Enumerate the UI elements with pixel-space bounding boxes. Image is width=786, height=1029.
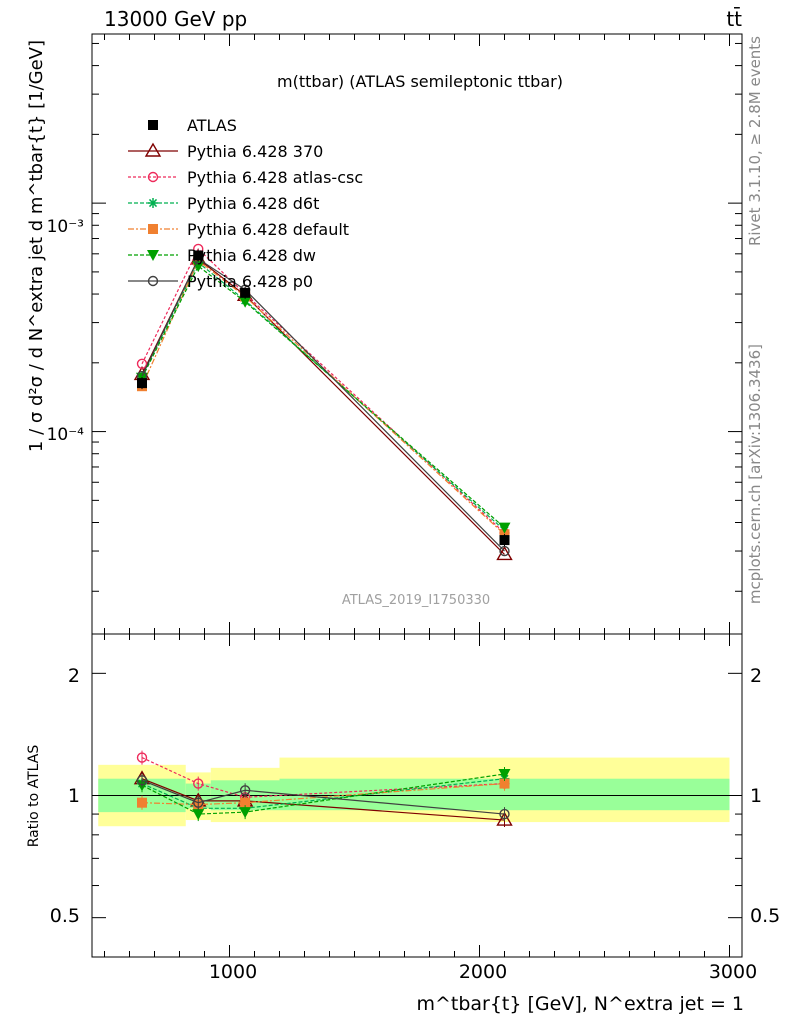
ratio-point [498, 768, 511, 780]
legend-entry: Pythia 6.428 default [128, 220, 349, 239]
ratio-series-pythia-6-428-p0 [136, 773, 510, 822]
legend-entry: Pythia 6.428 d6t [128, 194, 319, 213]
ratio-band [92, 757, 742, 827]
x-tick-label-3000: 3000 [709, 961, 757, 983]
series-line [141, 247, 505, 534]
legend-label: Pythia 6.428 atlas-csc [187, 168, 363, 187]
data-point [239, 296, 252, 308]
legend-label: Pythia 6.428 d6t [187, 194, 319, 213]
ratio-line [141, 779, 505, 815]
rivet-label: Rivet 3.1.10, ≥ 2.8M events [746, 36, 764, 246]
series-line [141, 265, 505, 529]
data-point [136, 358, 148, 370]
ratio-y-tick-label-left-2: 2 [68, 665, 80, 687]
legend-entry: ATLAS [148, 116, 237, 135]
series-line [141, 257, 505, 555]
series-line [141, 261, 505, 531]
analysis-label: ATLAS_2019_I1750330 [342, 593, 490, 608]
main-y-axis-title: 1 / σ d²σ / d N^extra jet d m^tbar{t} [1… [26, 40, 47, 452]
ratio-y-axis-title: Ratio to ATLAS [26, 745, 42, 848]
data-point [193, 250, 204, 261]
legend-marker [147, 275, 159, 287]
ratio-line [141, 773, 505, 815]
ratio-point [499, 808, 510, 820]
ratio-point [193, 797, 204, 808]
ratio-frame [91, 633, 743, 958]
legend-marker [148, 198, 158, 208]
ratio-point [193, 778, 204, 789]
ratio-y-tick-label-left-0: 0.5 [50, 905, 80, 927]
ratio-data [133, 750, 513, 828]
legend-entry: Pythia 6.428 p0 [128, 272, 313, 291]
series-pythia-6-428-d6t [137, 257, 510, 536]
header-process: tt̄ [726, 6, 742, 31]
ratio-point [136, 752, 148, 763]
legend-marker [147, 250, 159, 261]
ratio-y-tick-label-left-1: 1 [68, 785, 80, 807]
ratio-point [192, 809, 205, 821]
legend-entry: Pythia 6.428 370 [128, 142, 323, 161]
ratio-line [141, 757, 505, 798]
ratio-point [239, 807, 252, 819]
legend-marker [148, 224, 158, 234]
legend-marker [148, 120, 158, 130]
ratio-point [136, 775, 148, 786]
legend: ATLAS Pythia 6.428 370 Pythia 6.428 atlas-… [128, 116, 363, 291]
x-tick-label-2000: 2000 [459, 961, 507, 983]
legend-marker [144, 142, 162, 157]
x-tick-label-1000: 1000 [209, 961, 257, 983]
ratio-point [496, 811, 513, 826]
data-point [499, 535, 510, 546]
ratio-point [137, 797, 147, 808]
ratio-line [141, 778, 505, 821]
legend-marker [147, 171, 159, 183]
data-point [498, 522, 511, 534]
ratio-series-pythia-6-428-dw [136, 766, 511, 822]
legend-entry: Pythia 6.428 dw [128, 246, 316, 265]
legend-label: Pythia 6.428 370 [187, 142, 323, 161]
legend-entry: Pythia 6.428 atlas-csc [128, 168, 363, 187]
main-y-tick-label-1e-3: 10⁻³ [47, 217, 84, 237]
ratio-y-tick-label-right-0: 0.5 [750, 905, 780, 927]
ratio-point [239, 785, 251, 796]
ratio-y-tick-label-right-1: 1 [750, 785, 762, 807]
series-pythia-6-428-370 [133, 250, 513, 561]
main-data [133, 243, 513, 561]
ratio-line [141, 778, 505, 809]
x-axis-title: m^tbar{t} [GeV], N^extra jet = 1 [416, 993, 744, 1015]
ratio-y-tick-label-right-2: 2 [750, 665, 762, 687]
main-y-tick-label-1e-4: 10⁻⁴ [47, 425, 85, 445]
series-pythia-6-428-dw [136, 261, 511, 534]
legend-label: Pythia 6.428 default [187, 220, 349, 239]
series-pythia-6-428-p0 [136, 253, 510, 557]
legend-label: Pythia 6.428 dw [187, 246, 316, 265]
header-energy: 13000 GeV pp [104, 7, 247, 31]
ratio-point [499, 778, 510, 789]
legend-label: Pythia 6.428 p0 [187, 272, 313, 291]
main-title: m(ttbar) (ATLAS semileptonic ttbar) [277, 72, 563, 91]
series-line [141, 259, 505, 535]
series-line [141, 258, 505, 552]
mcplots-label: mcplots.cern.ch [arXiv:1306.3436] [746, 344, 764, 604]
data-point [240, 287, 251, 298]
data-point [137, 378, 147, 389]
ratio-point [240, 797, 251, 808]
legend-label: ATLAS [187, 116, 237, 135]
series-pythia-6-428-default [137, 255, 510, 540]
data-point [499, 545, 510, 557]
series-atlas [137, 249, 510, 547]
